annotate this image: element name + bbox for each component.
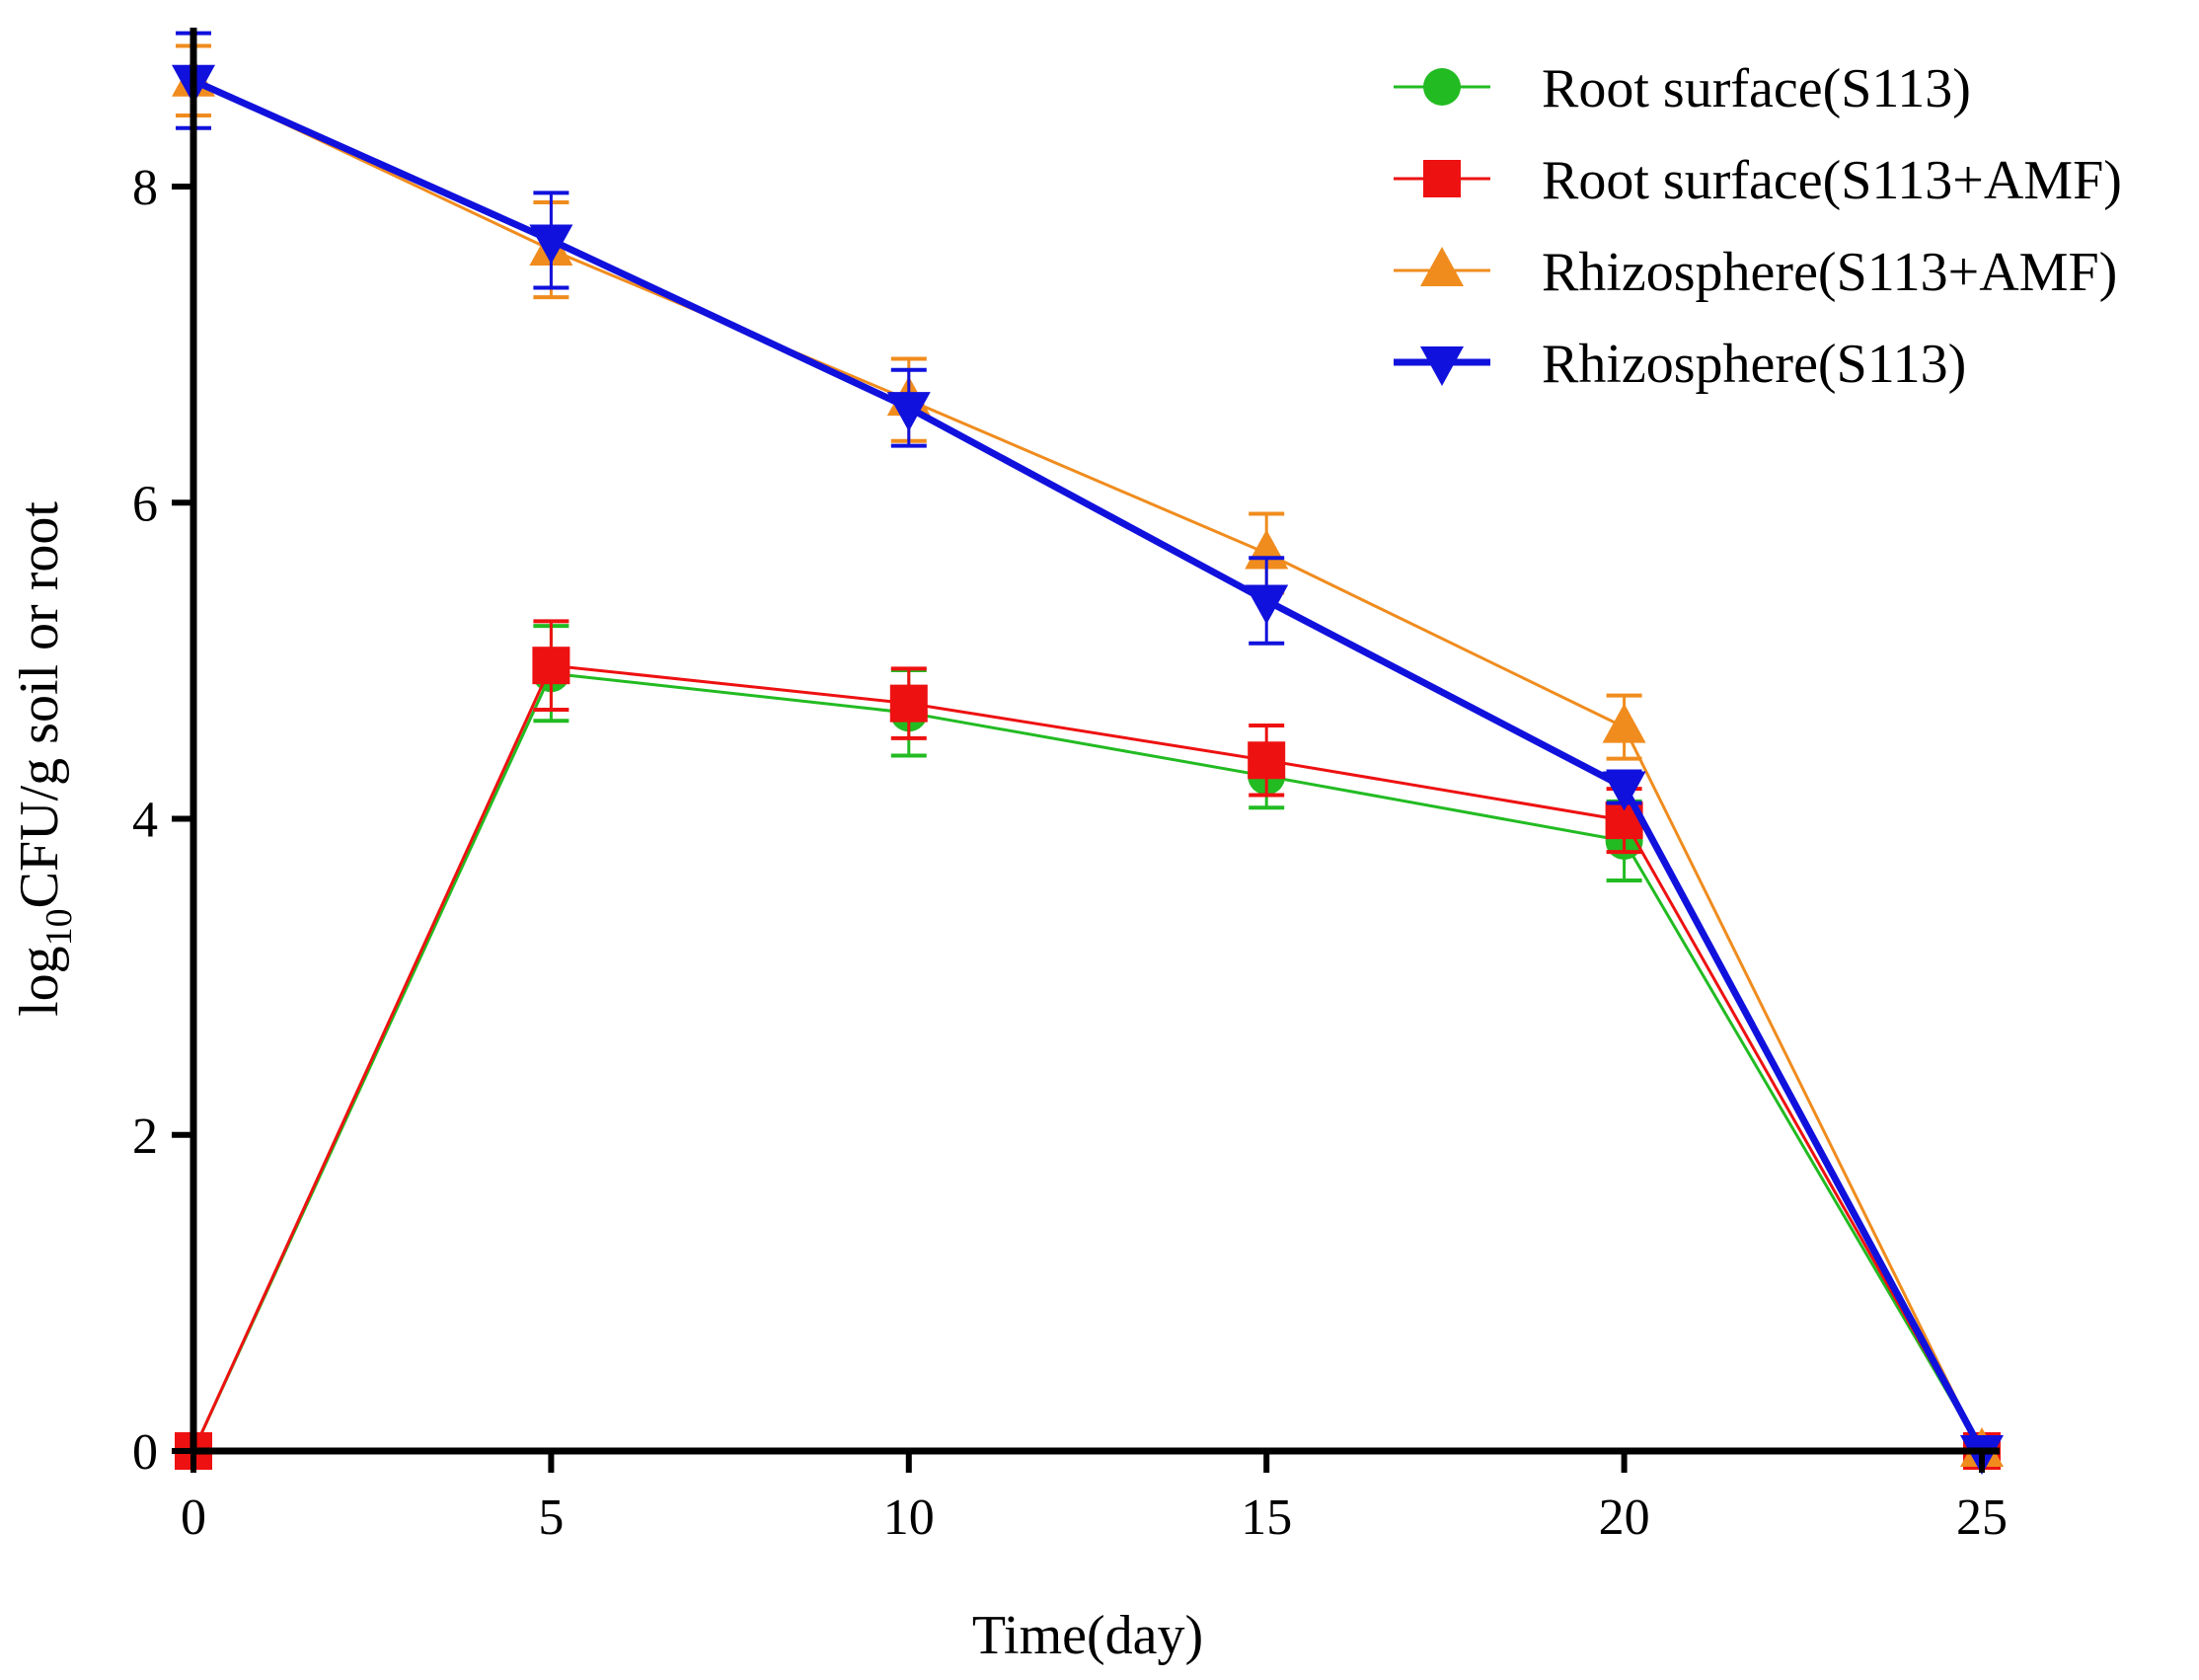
series-line: [191, 77, 1986, 1453]
data-point: [529, 224, 573, 265]
legend: Root surface(S113) Root surface(S113+AMF)…: [1394, 58, 2122, 395]
x-tick-label: 15: [1241, 1489, 1292, 1546]
y-tick-label: 0: [132, 1424, 158, 1481]
series-1: [175, 624, 2001, 1470]
data-point: [886, 392, 931, 432]
data-point: [1248, 741, 1286, 780]
legend-marker: [1420, 247, 1464, 286]
x-tick-label: 10: [883, 1489, 935, 1546]
x-tick-label: 25: [1956, 1489, 2008, 1546]
legend-item-4: Rhizosphere(S113): [1394, 334, 1966, 395]
legend-label: Root surface(S113+AMF): [1542, 150, 2122, 211]
legend-marker: [1423, 68, 1461, 106]
data-point: [1602, 703, 1646, 743]
data-point: [532, 647, 570, 685]
series-line: [192, 79, 1984, 1452]
series-line: [191, 663, 1984, 1452]
legend-item-3: Rhizosphere(S113+AMF): [1394, 242, 2117, 303]
x-axis-title: Time(day): [972, 1605, 1203, 1666]
x-tick-label: 5: [538, 1489, 564, 1546]
y-tick-label: 2: [132, 1108, 158, 1165]
y-axis-title-prefix: log: [9, 946, 70, 1017]
y-axis-title: log10CFU/g soil or root: [9, 501, 80, 1017]
legend-item-1: Root surface(S113): [1394, 58, 1971, 119]
legend-marker: [1420, 346, 1464, 386]
data-point: [1245, 584, 1289, 625]
y-axis-title-suffix: CFU/g soil or root: [9, 501, 70, 909]
x-tick-label: 20: [1599, 1489, 1650, 1546]
y-tick-label: 4: [132, 793, 158, 849]
legend-item-2: Root surface(S113+AMF): [1394, 150, 2122, 211]
data-point: [889, 684, 928, 723]
y-tick-label: 8: [132, 160, 158, 216]
y-axis-title-subscript: 10: [38, 908, 80, 946]
legend-label: Root surface(S113): [1542, 58, 1971, 119]
x-tick-label: 0: [181, 1489, 206, 1546]
series-2: [175, 619, 2001, 1470]
legend-marker: [1423, 160, 1461, 197]
legend-label: Rhizosphere(S113+AMF): [1542, 242, 2117, 303]
data-point: [1602, 771, 1646, 811]
series-line: [191, 671, 1984, 1452]
legend-label: Rhizosphere(S113): [1542, 334, 1966, 395]
y-tick-label: 6: [132, 476, 158, 532]
